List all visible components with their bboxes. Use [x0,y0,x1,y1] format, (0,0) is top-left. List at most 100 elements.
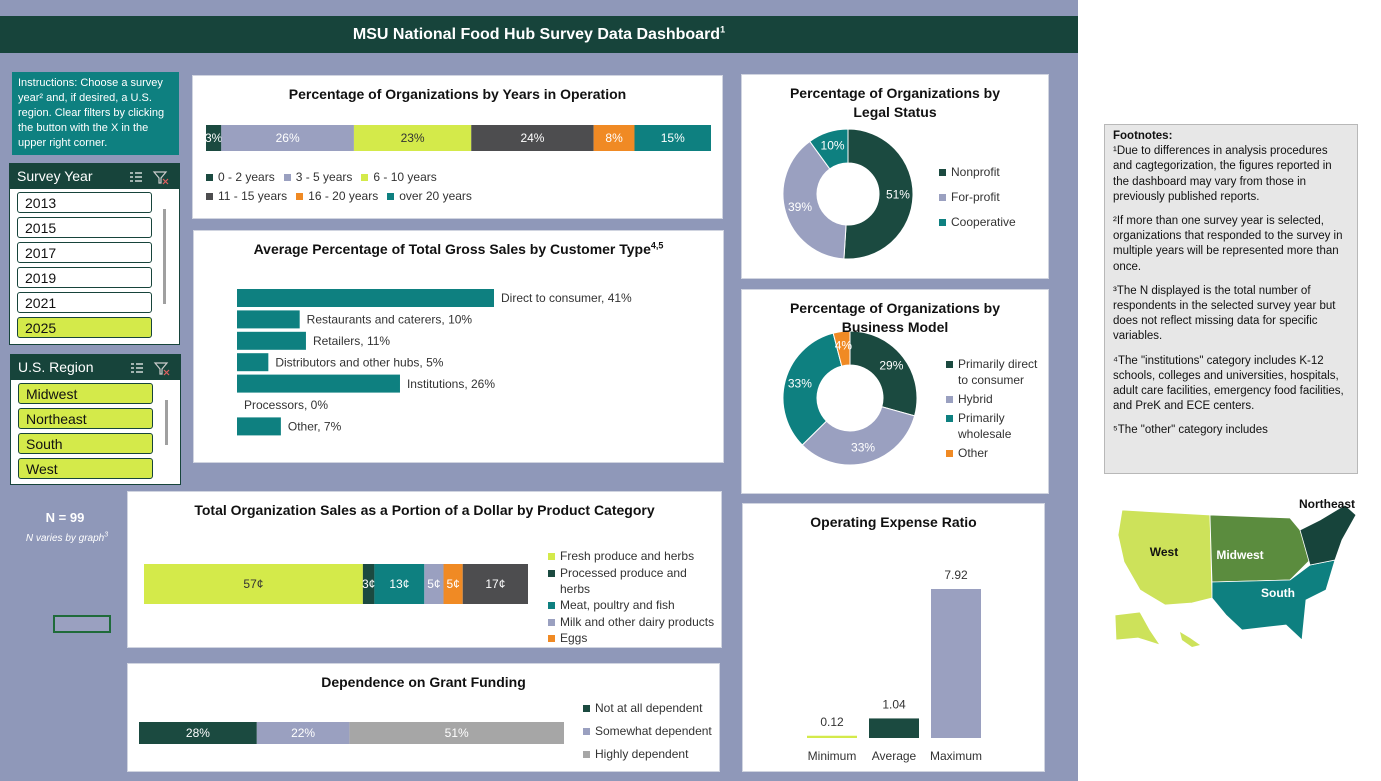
chart-title: Percentage of Organizations by Legal Sta… [770,84,1020,122]
slicer-title: U.S. Region [11,355,180,380]
data-label: 10% [821,139,845,153]
x-tick-label: Maximum [930,749,982,763]
legend-item: 0 - 2 years [206,169,275,185]
chart-title-text: Operating Expense Ratio [810,514,977,530]
bar [237,289,494,307]
chart-title: Dependence on Grant Funding [174,673,674,692]
bar-segment [206,125,222,151]
data-label: 23% [401,131,425,145]
data-label: 5¢ [427,577,440,591]
data-label: 57¢ [243,577,263,591]
data-label: 3% [205,131,223,145]
legend-item: 3 - 5 years [283,169,352,185]
legend-label: Milk and other dairy products [560,614,715,629]
bar-segment [362,564,375,604]
legend-swatch [548,553,555,560]
data-label: 8% [605,131,623,145]
slicer-item[interactable]: 2013 [17,192,152,213]
legend-item: 6 - 10 years [361,169,437,185]
legend-label: Other [958,446,989,460]
legend-item: over 20 years [387,188,472,204]
map-hawaii [1180,632,1200,647]
slicer-item[interactable]: 2025 [17,317,152,338]
legend-item: Highly dependent [583,746,723,762]
legend-swatch [361,174,369,181]
data-label: 29% [879,359,903,373]
data-label: 4% [835,339,853,353]
header-title: MSU National Food Hub Survey Data Dashbo… [352,26,721,43]
legend-label: Not at all dependent [595,701,703,715]
legend-swatch [939,219,946,226]
data-label: 26% [276,131,300,145]
chart-title-text: Average Percentage of Total Gross Sales … [253,241,651,257]
chart-title-text: Percentage of Organizations by Business … [789,300,1001,335]
bar [931,589,981,738]
footnote: ³The N displayed is the total number of … [1113,284,1336,343]
data-label: Institutions, 26% [407,377,495,391]
slicer-item[interactable]: 2021 [17,292,152,313]
data-label: Direct to consumer, 41% [501,291,632,305]
data-label: 51% [886,188,910,202]
data-label: Other, 7% [288,420,342,434]
slicer-item[interactable]: 2019 [17,267,152,288]
slicer-item[interactable]: West [18,458,153,479]
legend-label: Processed produce and herbs [560,565,687,596]
chart: 57¢ 3¢ 13¢ 5¢ 5¢ 17¢ [144,564,528,604]
map-label: South [1261,586,1295,600]
bar [237,374,400,393]
legend-swatch [946,415,953,422]
slicer-item[interactable]: South [18,433,153,454]
chart-title-note: 4,5 [650,240,664,251]
bar [237,353,269,372]
footnotes-title: Footnotes: [1113,130,1173,142]
bar-segment [256,722,350,744]
x-tick-label: Minimum [808,749,857,763]
slicer-item[interactable]: 2017 [17,242,152,263]
legend-item: Somewhat dependent [583,723,723,739]
slicer-item[interactable]: Northeast [18,408,153,429]
slicer-item[interactable]: Midwest [18,383,153,404]
slicer-icons[interactable] [128,169,176,185]
slicer-item[interactable]: 2015 [17,217,152,238]
chart: 28% 22% 51% [139,722,564,744]
chart-title: Average Percentage of Total Gross Sales … [199,240,719,259]
footnote: ²If more than one survey year is selecte… [1113,215,1343,273]
scrollbar[interactable] [165,400,168,445]
scrollbar[interactable] [163,209,166,304]
legend: Fresh produce and herbs Processed produce… [548,548,718,646]
legend-swatch [548,569,555,577]
bar-segment [139,722,257,744]
data-label: 13¢ [389,577,409,591]
data-label: 22% [291,726,315,740]
chart: 29% 33% 33% 4% [782,330,918,466]
chart-title: Total Organization Sales as a Portion of… [135,501,715,520]
donut-slice [801,406,916,466]
bar-segment [634,125,711,151]
legend-label: Primarily direct to consumer [958,357,1038,387]
n-note: N varies by graph3 [0,532,134,544]
chart-panel: Direct to consumer, 41% Restaurants and c… [193,230,724,463]
chart-title-text: Dependence on Grant Funding [321,674,526,690]
legend-swatch [206,174,213,181]
selected-cell[interactable] [53,615,111,633]
data-label: 33% [851,441,875,455]
legend-label: Fresh produce and herbs [560,549,695,563]
data-label: Distributors and other hubs, 5% [275,355,443,369]
legend-swatch [548,618,555,626]
legend-label: Somewhat dependent [595,724,712,738]
legend-label: over 20 years [399,189,472,203]
legend-label: Highly dependent [595,747,689,761]
chart-panel: 29% 33% 33% 4% Percentage of Organizations b… [741,289,1049,494]
bar-segment [144,564,363,604]
slicer-icons[interactable] [129,360,177,376]
legend-item: Processed produce and herbs [548,565,718,597]
bar-segment [374,564,425,604]
chart-title-text: Percentage of Organizations by Years in … [288,86,627,102]
map-alaska [1114,611,1161,646]
donut-slice [843,128,914,260]
region-slicer: U.S. Region Midwest Northeast South West [10,354,181,485]
chart-title-text: Total Organization Sales as a Portion of… [194,502,655,518]
bar [807,735,857,738]
legend-swatch [283,174,291,181]
